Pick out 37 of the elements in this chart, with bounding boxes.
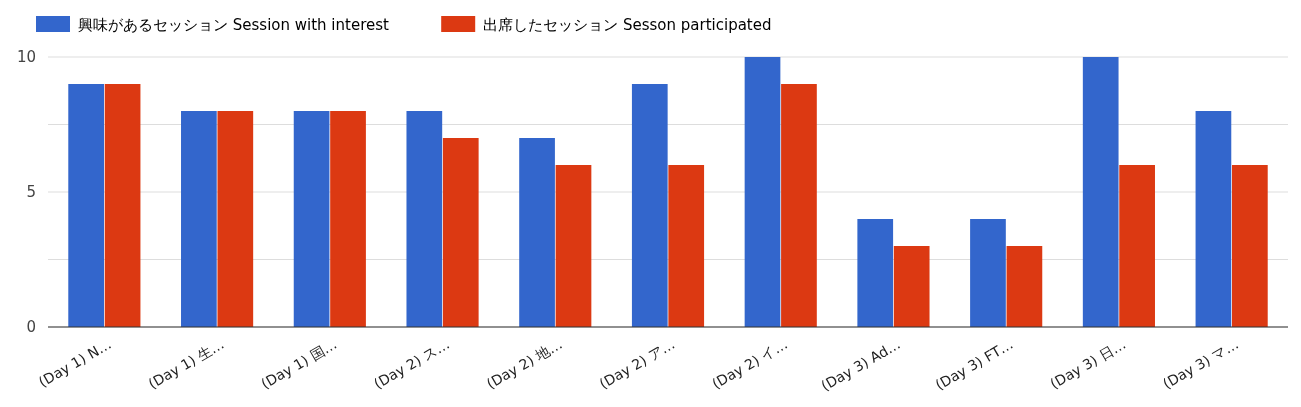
bar: [781, 84, 817, 327]
bar: [893, 246, 930, 327]
x-tick-label: (Day 2) ア…: [596, 335, 678, 392]
bar: [631, 84, 668, 327]
bar: [330, 111, 366, 327]
x-tick-label: (Day 2) ス…: [370, 335, 453, 392]
bar: [1119, 165, 1155, 327]
legend-label: 興味があるセッション Session with interest: [78, 16, 390, 34]
bar: [1232, 165, 1268, 327]
y-tick-label: 0: [26, 318, 36, 336]
x-tick-label: (Day 3) 日…: [1047, 335, 1129, 392]
bar: [68, 84, 104, 327]
bar: [1195, 111, 1232, 327]
x-tick-label: (Day 2) イ…: [709, 335, 791, 392]
legend-label: 出席したセッション Sesson participated: [483, 16, 772, 34]
bar: [555, 165, 592, 327]
bar: [1006, 246, 1043, 327]
bar: [181, 111, 217, 327]
x-tick-label: (Day 2) 地…: [483, 335, 565, 392]
y-tick-label: 10: [16, 48, 36, 66]
x-tick-label: (Day 1) 生…: [145, 335, 227, 392]
bar: [442, 138, 479, 327]
x-tick-label: (Day 1) 国…: [258, 335, 340, 392]
bar: [293, 111, 330, 327]
bar: [744, 57, 781, 327]
bar: [857, 219, 894, 327]
x-tick-label: (Day 3) FT…: [932, 335, 1016, 393]
y-tick-label: 5: [26, 183, 36, 201]
bar: [217, 111, 254, 327]
bar: [104, 84, 141, 327]
bar: [1082, 57, 1119, 327]
bar: [519, 138, 555, 327]
x-tick-label: (Day 3) マ…: [1160, 335, 1242, 392]
bar: [970, 219, 1006, 327]
bar: [668, 165, 705, 327]
x-tick-label: (Day 3) Ad…: [818, 335, 903, 394]
bar: [406, 111, 443, 327]
